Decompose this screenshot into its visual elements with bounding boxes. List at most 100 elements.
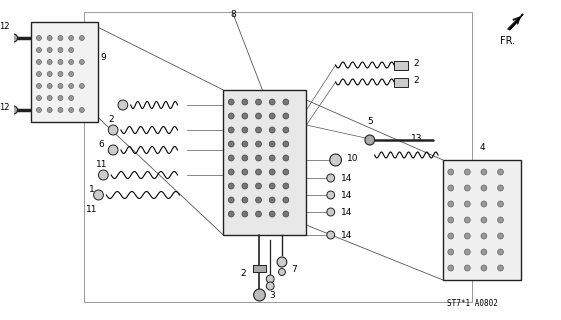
Circle shape [228,211,234,217]
Bar [253,265,266,271]
Circle shape [269,99,275,105]
Circle shape [256,211,261,217]
FancyBboxPatch shape [443,160,521,280]
Circle shape [69,47,73,52]
Circle shape [498,249,503,255]
Text: 8: 8 [230,10,236,19]
Circle shape [99,170,108,180]
Circle shape [256,141,261,147]
Circle shape [69,108,73,113]
Circle shape [47,47,52,52]
Circle shape [58,84,63,89]
Circle shape [448,169,454,175]
Circle shape [58,36,63,41]
Circle shape [465,249,470,255]
Circle shape [242,127,248,133]
Circle shape [283,155,289,161]
Circle shape [242,197,248,203]
Circle shape [108,125,118,135]
Text: 13: 13 [411,134,422,143]
Circle shape [254,289,265,301]
Text: 11: 11 [96,160,107,169]
Circle shape [465,217,470,223]
Text: 14: 14 [341,190,352,199]
Text: 5: 5 [367,117,373,126]
Circle shape [269,197,275,203]
Circle shape [47,95,52,100]
Circle shape [465,265,470,271]
Text: 12: 12 [0,103,10,112]
Circle shape [266,275,274,283]
Circle shape [58,95,63,100]
Circle shape [228,113,234,119]
Circle shape [330,154,342,166]
Circle shape [58,71,63,76]
Circle shape [327,208,334,216]
Circle shape [448,217,454,223]
Circle shape [69,84,73,89]
Circle shape [36,95,42,100]
Text: 14: 14 [341,173,352,182]
Circle shape [266,282,274,290]
Circle shape [58,60,63,65]
Circle shape [278,268,286,276]
Circle shape [58,108,63,113]
Circle shape [256,127,261,133]
Circle shape [283,141,289,147]
Circle shape [256,183,261,189]
Circle shape [228,183,234,189]
Circle shape [448,249,454,255]
Circle shape [448,185,454,191]
Circle shape [80,36,84,41]
Circle shape [327,231,334,239]
Circle shape [47,84,52,89]
Circle shape [228,141,234,147]
Circle shape [242,169,248,175]
Text: 2: 2 [413,76,419,84]
Circle shape [80,60,84,65]
Circle shape [10,106,17,114]
Circle shape [47,60,52,65]
Circle shape [242,155,248,161]
Circle shape [256,169,261,175]
Circle shape [283,211,289,217]
Circle shape [481,249,487,255]
Text: 12: 12 [0,22,10,31]
Circle shape [269,169,275,175]
Circle shape [283,127,289,133]
Text: 2: 2 [413,59,419,68]
Circle shape [465,185,470,191]
Text: 11: 11 [86,205,98,214]
Circle shape [80,108,84,113]
Circle shape [80,84,84,89]
Circle shape [94,190,103,200]
Circle shape [242,113,248,119]
Circle shape [498,217,503,223]
Circle shape [47,108,52,113]
Circle shape [448,233,454,239]
Text: ST7*1 A0802: ST7*1 A0802 [447,299,498,308]
Circle shape [269,127,275,133]
FancyBboxPatch shape [31,22,98,122]
Circle shape [242,211,248,217]
Bar [223,90,306,235]
Circle shape [228,155,234,161]
Circle shape [118,100,128,110]
Circle shape [228,127,234,133]
Circle shape [69,95,73,100]
Polygon shape [509,14,523,30]
Circle shape [277,257,287,267]
Circle shape [69,36,73,41]
Circle shape [58,47,63,52]
Circle shape [242,141,248,147]
Circle shape [256,113,261,119]
Circle shape [498,233,503,239]
Circle shape [448,201,454,207]
Circle shape [228,99,234,105]
Circle shape [36,47,42,52]
Circle shape [327,174,334,182]
Circle shape [47,71,52,76]
Text: 10: 10 [347,154,359,163]
Circle shape [36,36,42,41]
Circle shape [69,60,73,65]
